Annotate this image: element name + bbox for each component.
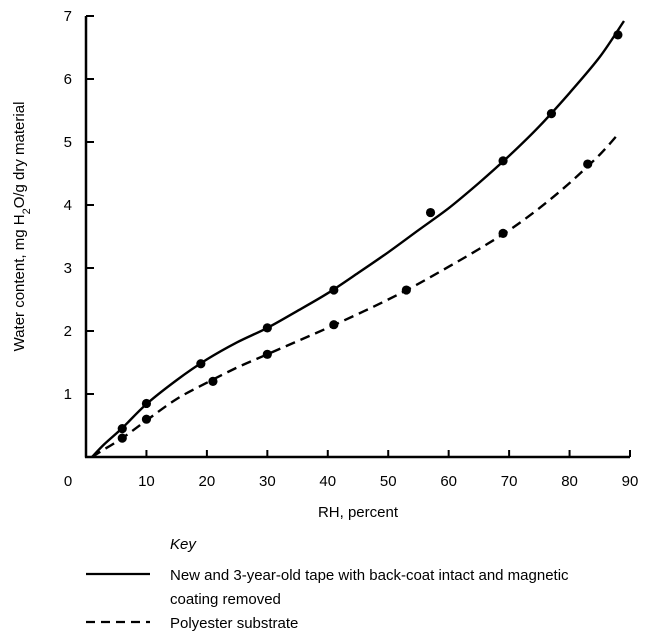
data-point-series-1 xyxy=(583,159,593,169)
series-line-1 xyxy=(91,133,619,459)
x-tick-label: 0 xyxy=(64,473,72,490)
data-point-series-1 xyxy=(141,414,152,424)
legend-swatch-dashed xyxy=(86,612,150,632)
data-point-series-0 xyxy=(262,323,272,333)
data-point-series-1 xyxy=(498,228,508,238)
x-tick-label: 80 xyxy=(561,473,578,490)
y-tick-label: 6 xyxy=(64,71,72,88)
legend-swatch-solid xyxy=(86,564,150,584)
data-point-series-1 xyxy=(329,320,339,330)
data-point-series-0 xyxy=(141,398,152,409)
y-tick-label: 2 xyxy=(64,323,72,340)
data-point-series-0 xyxy=(546,109,557,119)
legend-item-tape: New and 3-year-old tape with back-coat i… xyxy=(86,564,580,612)
data-point-series-0 xyxy=(117,424,127,434)
data-point-series-1 xyxy=(401,285,411,295)
chart: 0 10 20 30 40 50 60 70 80 90 1 2 3 4 5 6 7 RH, percent Wat… xyxy=(11,8,639,521)
x-tick-label: 70 xyxy=(501,473,518,490)
x-axis-title: RH, percent xyxy=(318,504,399,521)
legend-item-polyester: Polyester substrate xyxy=(86,612,580,636)
y-tick-label: 1 xyxy=(64,386,72,403)
x-tick-label: 30 xyxy=(259,473,276,490)
data-point-series-0 xyxy=(196,359,206,369)
legend-label-polyester: Polyester substrate xyxy=(170,615,299,632)
x-tick-label: 90 xyxy=(622,473,639,490)
data-point-series-1 xyxy=(262,349,272,359)
data-point-series-0 xyxy=(329,285,339,295)
data-point-series-1 xyxy=(208,376,218,386)
data-point-series-0 xyxy=(425,207,436,218)
data-point-series-0 xyxy=(498,156,508,166)
x-tick-label: 60 xyxy=(440,473,457,490)
x-tick-label: 50 xyxy=(380,473,397,490)
y-tick-label: 4 xyxy=(64,197,72,214)
legend-label-tape: New and 3-year-old tape with back-coat i… xyxy=(170,567,569,608)
y-tick-label: 7 xyxy=(64,8,72,25)
y-axis-title: Water content, mg H2O/g dry material xyxy=(11,102,33,352)
y-tick-label: 3 xyxy=(64,260,72,277)
legend-heading: Key xyxy=(170,536,196,553)
y-tick-label: 5 xyxy=(64,134,72,151)
x-tick-label: 20 xyxy=(199,473,216,490)
data-point-series-0 xyxy=(613,30,623,40)
data-point-series-1 xyxy=(117,433,127,443)
x-tick-label: 10 xyxy=(138,473,155,490)
series-line-0 xyxy=(91,20,625,458)
x-tick-label: 40 xyxy=(319,473,336,490)
